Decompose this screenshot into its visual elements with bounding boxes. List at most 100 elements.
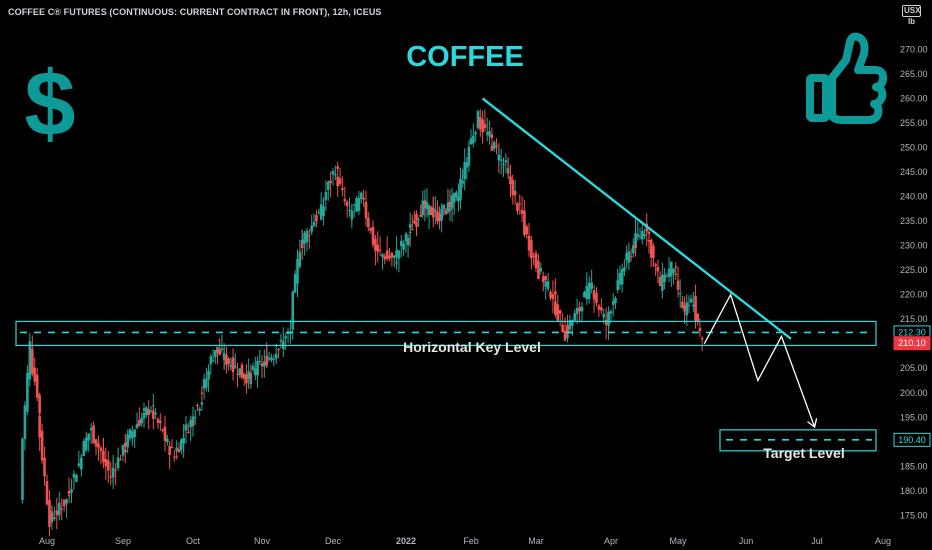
candle [490,143,494,152]
candle [48,490,51,537]
candle [685,294,689,315]
candle-body [205,379,208,388]
candle-body [200,402,204,405]
candle-body [291,291,295,323]
candle-body [233,365,237,368]
candle [518,194,522,215]
candle-body [438,214,441,222]
candle-body [685,302,689,307]
candle-body [566,325,569,332]
candle [649,238,653,268]
candle-body [161,429,164,431]
candle-body [607,311,610,320]
candle-body [583,291,586,298]
candle-body [461,180,464,184]
candle-body [202,378,206,389]
candle-body [427,205,431,216]
candle-body [242,373,246,379]
y-tick-label: 180.00 [900,486,928,496]
candle-body [602,313,606,318]
candle-body [506,172,510,174]
candle [240,362,244,380]
candle-body [322,199,325,201]
candle [35,367,39,402]
candle [616,268,619,294]
candle [128,428,132,441]
candle [455,190,458,201]
candle-body [383,256,387,260]
projection-path [703,293,816,428]
candle [357,190,361,216]
candle [55,497,59,530]
candle [229,357,233,371]
candle [152,408,155,430]
candle-body [676,280,680,290]
candle-body [317,212,321,214]
candle-body [509,176,512,185]
unit-selector[interactable]: USX lb [902,5,921,27]
candle [696,313,700,326]
candle-body [371,226,375,245]
candle [21,437,24,483]
candle-body [227,358,230,364]
candle-body [173,456,176,458]
candle [84,431,88,453]
candle [516,201,519,215]
candle-body [218,349,222,355]
symbol-title[interactable]: COFFEE C® FUTURES (CONTINUOUS: CURRENT C… [8,7,382,17]
candle-body [551,294,555,300]
candle [345,200,349,218]
candle-body [114,469,117,471]
y-tick-label: 230.00 [900,241,928,251]
candle [452,192,456,215]
candle [135,418,139,429]
candle [670,261,673,287]
candle-body [661,284,664,286]
candle [225,346,228,374]
candle [436,200,439,225]
candle [359,191,363,204]
candle-body [667,268,671,277]
candle-body [448,201,452,208]
candle-body [247,371,250,379]
candle [383,253,387,265]
candle-body [70,489,73,493]
candle [497,147,501,166]
y-tick-label: 245.00 [900,167,928,177]
candle [216,349,219,365]
candle [305,227,309,252]
candle [293,270,297,294]
candle-body [537,260,540,274]
candle [343,186,347,206]
candle [156,417,160,429]
candle-body [654,264,657,266]
candle [254,356,257,381]
candle [597,303,601,317]
candle-body [168,446,171,455]
candle-body [135,424,139,429]
candle [270,353,273,363]
candle-body [310,226,313,232]
candle [196,403,199,412]
candle-body [300,241,304,249]
candle [665,273,669,278]
candle-body [534,253,538,268]
candle-body [643,233,646,236]
candle-body [26,372,29,412]
candle-body [211,360,215,362]
candle [667,257,671,283]
candle-body [442,204,446,209]
candle-body [315,215,318,222]
candle [111,454,115,484]
candle [43,446,46,486]
candle [406,234,410,258]
x-tick-label: May [669,536,687,546]
candle-body [245,374,248,384]
candle-body [128,429,132,439]
candle-body [126,434,129,448]
candle [554,289,557,318]
candle [423,199,427,217]
candle-body [312,222,316,227]
svg-text:$: $ [24,53,75,155]
